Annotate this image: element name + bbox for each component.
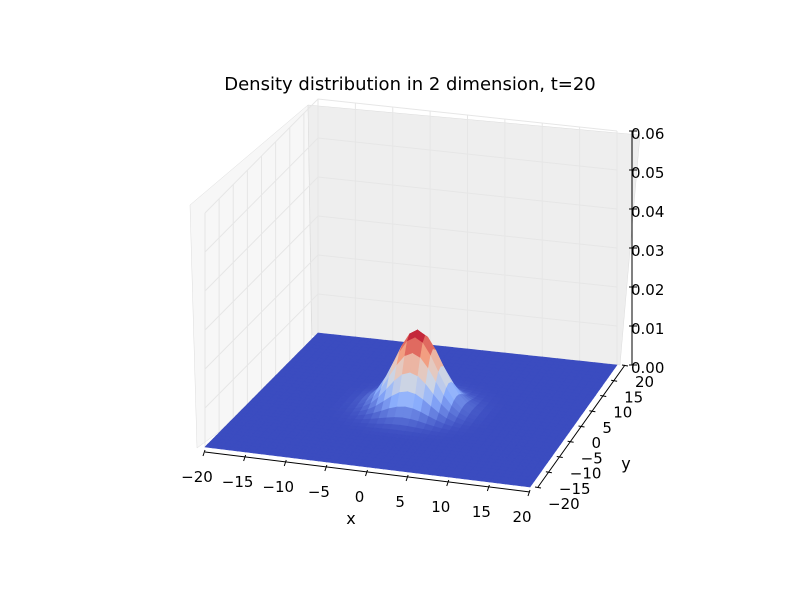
x-tick-label: −20	[181, 468, 213, 486]
y-tick-label: −5	[581, 449, 603, 467]
y-tick-label: −10	[570, 465, 602, 483]
y-tick-mark	[621, 364, 629, 367]
tick-labels: −20 −15 −10 −5 0 5 10 15 20−20−15−10−5051015200.…	[181, 125, 664, 526]
x-axis-line	[204, 451, 531, 493]
y-tick-mark	[545, 471, 552, 474]
y-tick-mark	[611, 379, 618, 382]
y-tick-mark	[556, 456, 563, 458]
z-tick-label: 0.04	[631, 203, 664, 221]
y-tick-mark	[589, 410, 596, 413]
y-tick-label: −20	[548, 495, 580, 513]
y-tick-label: −15	[559, 480, 591, 498]
y-axis-label: y	[621, 454, 630, 473]
axes-panes	[189, 104, 641, 449]
chart-title: Density distribution in 2 dimension, t=2…	[224, 74, 596, 95]
x-tick-mark	[202, 449, 206, 457]
x-tick-mark	[486, 484, 490, 492]
y-tick-mark	[578, 425, 585, 428]
y-tick-mark	[534, 486, 542, 489]
surface-patch	[521, 482, 533, 488]
x-tick-mark	[446, 479, 450, 487]
z-tick-label: 0.05	[631, 164, 664, 182]
y-tick-mark	[567, 440, 574, 443]
z-tick-label: 0.00	[631, 359, 664, 377]
y-tick-label: 10	[613, 404, 632, 422]
x-tick-mark	[283, 459, 287, 467]
x-tick-label: 15	[472, 503, 491, 521]
x-tick-mark	[527, 489, 531, 497]
x-tick-label: 20	[512, 508, 531, 526]
z-tick-label: 0.01	[631, 320, 664, 338]
x-tick-label: −15	[222, 473, 254, 491]
x-tick-mark	[405, 474, 409, 482]
y-tick-label: 5	[602, 419, 612, 437]
x-tick-label: −10	[262, 478, 294, 496]
z-tick-label: 0.06	[631, 125, 664, 143]
y-tick-label: 0	[592, 434, 602, 452]
x-tick-label: −5	[308, 483, 330, 501]
x-tick-label: 5	[395, 493, 405, 511]
y-tick-label: 20	[635, 373, 654, 391]
x-tick-label: 0	[355, 488, 365, 506]
x-axis-label: x	[346, 509, 355, 528]
x-tick-mark	[324, 464, 328, 472]
back-pane-back	[307, 104, 641, 366]
x-tick-mark	[365, 469, 368, 477]
z-tick-label: 0.02	[631, 281, 664, 299]
density-surface	[204, 329, 618, 488]
y-tick-label: 15	[624, 388, 643, 406]
z-tick-label: 0.03	[631, 242, 664, 260]
x-tick-label: 10	[431, 498, 450, 516]
grid-lines	[204, 98, 618, 448]
x-tick-mark	[243, 454, 247, 462]
y-tick-mark	[600, 395, 607, 397]
